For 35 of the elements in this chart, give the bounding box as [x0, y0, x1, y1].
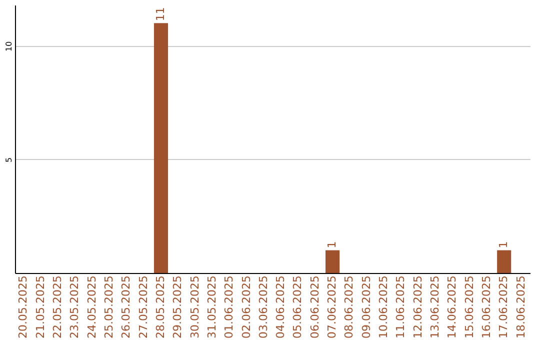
- data-label: 11: [154, 7, 167, 22]
- y-tick-label: 5: [4, 157, 14, 162]
- x-tick-label: 09.06.2025: [360, 276, 373, 338]
- x-tick-label: 29.05.2025: [171, 276, 184, 338]
- x-tick-label: 18.06.2025: [514, 276, 528, 338]
- x-tick-label: 17.06.2025: [497, 276, 510, 338]
- x-tick-label: 31.05.2025: [205, 276, 218, 338]
- x-tick-label: 27.05.2025: [136, 276, 150, 338]
- x-tick-label: 30.05.2025: [188, 276, 202, 338]
- x-tick-label: 10.06.2025: [377, 276, 390, 338]
- x-tick-label: 14.06.2025: [446, 276, 459, 338]
- x-tick-label: 22.05.2025: [51, 276, 64, 338]
- x-tick-label: 23.05.2025: [68, 276, 82, 338]
- x-tick-label: 01.06.2025: [222, 276, 236, 338]
- x-tick-label: 05.06.2025: [291, 276, 304, 338]
- x-tick-label: 25.05.2025: [102, 276, 116, 338]
- x-tick-label: 24.05.2025: [85, 276, 98, 338]
- x-tick-label: 02.06.2025: [240, 276, 253, 338]
- data-label: 1: [497, 241, 510, 248]
- x-tick-label: 08.06.2025: [342, 276, 356, 338]
- x-tick-label: 04.06.2025: [274, 276, 288, 338]
- x-tick-label: 21.05.2025: [34, 276, 47, 338]
- x-tick-label: 11.06.2025: [394, 276, 408, 338]
- x-tick-label: 28.05.2025: [154, 276, 167, 338]
- x-tick-label: 16.06.2025: [480, 276, 493, 338]
- y-tick-label: 10: [4, 41, 14, 52]
- x-tick-label: 07.06.2025: [326, 276, 339, 338]
- x-tick-label: 06.06.2025: [308, 276, 322, 338]
- x-tick-label: 03.06.2025: [256, 276, 270, 338]
- x-tick-label: 13.06.2025: [428, 276, 442, 338]
- data-label: 1: [326, 241, 339, 248]
- x-tick-label: 15.06.2025: [462, 276, 476, 338]
- x-tick-label: 12.06.2025: [411, 276, 424, 338]
- x-tick-label: 26.05.2025: [120, 276, 133, 338]
- x-tick-label: 20.05.2025: [16, 276, 30, 338]
